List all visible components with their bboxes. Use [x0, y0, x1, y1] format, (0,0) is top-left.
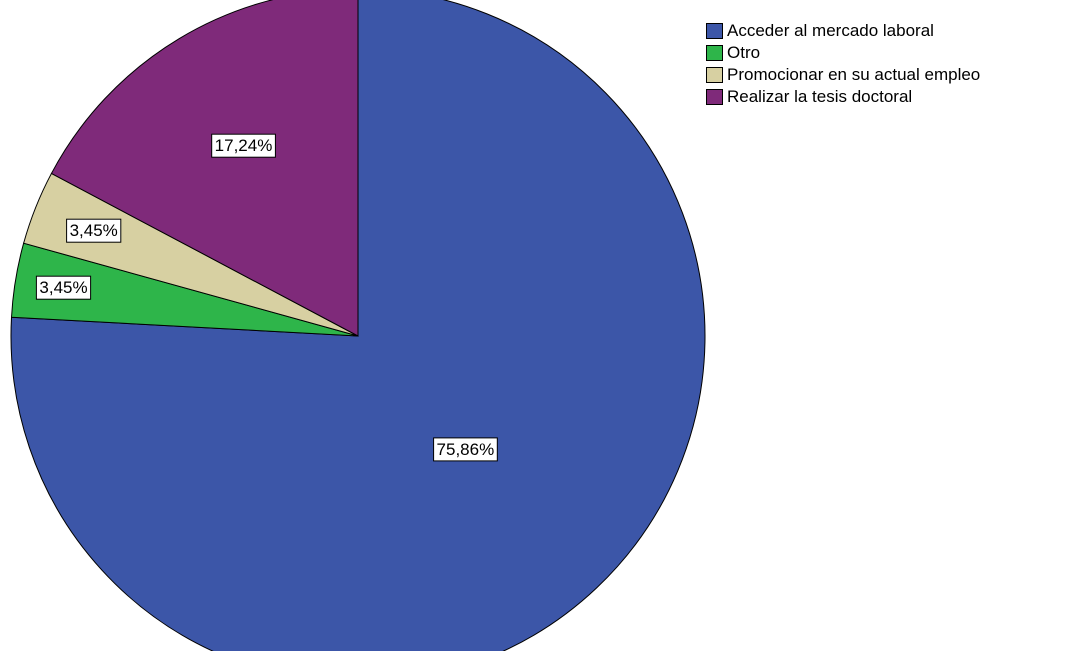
slice-label-box-2	[66, 218, 122, 243]
slice-label-box-3	[211, 133, 276, 158]
slice-label-2: 3,45%	[66, 218, 122, 243]
pie-slice-0	[10, 0, 706, 656]
slice-label-box-0	[433, 437, 498, 462]
legend-item-1: Otro	[706, 42, 980, 64]
slice-label-0: 75,86%	[433, 437, 498, 462]
legend-swatch-2	[706, 67, 723, 83]
slice-label-box-1	[35, 275, 92, 300]
slice-label-text-0: 75,86%	[437, 440, 495, 459]
legend-item-3: Realizar la tesis doctoral	[706, 86, 980, 108]
legend-label-1: Otro	[727, 43, 761, 62]
pie-labels: 75,86% 3,45% 3,45% 17,24%	[35, 133, 498, 462]
legend-swatch-3	[706, 89, 723, 105]
pie-slice-3	[50, 0, 359, 337]
pie-slices	[10, 0, 706, 656]
legend-label-2: Promocionar en su actual empleo	[727, 65, 981, 84]
legend-swatch-0	[706, 23, 723, 39]
legend-label-3: Realizar la tesis doctoral	[727, 87, 913, 106]
slice-label-1: 3,45%	[35, 275, 92, 300]
legend-item-2: Promocionar en su actual empleo	[706, 64, 980, 86]
slice-label-text-2: 3,45%	[70, 221, 118, 240]
legend-swatch-1	[706, 45, 723, 61]
legend-label-0: Acceder al mercado laboral	[727, 21, 934, 40]
legend-item-0: Acceder al mercado laboral	[706, 20, 980, 42]
legend: Acceder al mercado laboral Otro Promociona…	[706, 20, 980, 108]
slice-label-text-1: 3,45%	[39, 278, 87, 297]
slice-label-text-3: 17,24%	[215, 136, 273, 155]
slice-label-3: 17,24%	[211, 133, 276, 158]
